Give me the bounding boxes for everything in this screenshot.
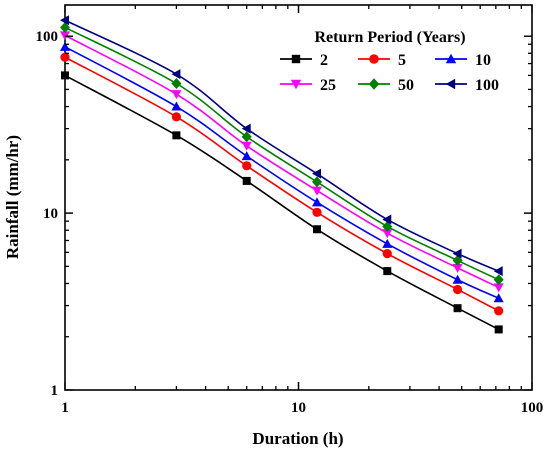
series-markers	[60, 15, 504, 334]
series-line-50	[64, 26, 500, 281]
series-line-5	[64, 56, 500, 312]
data-point-100	[171, 69, 181, 80]
data-point-5	[242, 161, 252, 171]
data-point-100	[382, 214, 392, 225]
y-tick-label: 10	[43, 206, 58, 222]
data-point-2	[242, 176, 251, 185]
data-point-25	[493, 283, 504, 293]
data-point-100	[493, 266, 503, 277]
data-point-25	[452, 263, 463, 273]
legend-label-50: 50	[398, 77, 414, 94]
legend-label-100: 100	[475, 77, 499, 94]
legend-label-5: 5	[398, 52, 406, 69]
data-point-2	[172, 131, 181, 140]
legend-marker-10	[445, 53, 457, 64]
data-point-100	[311, 168, 321, 179]
data-point-50	[382, 220, 393, 232]
series-line-10	[64, 46, 500, 299]
data-point-5	[452, 284, 463, 295]
data-point-2	[494, 325, 503, 334]
series-line-2	[64, 74, 500, 331]
x-tick-label: 100	[521, 400, 544, 416]
legend-marker-5	[369, 54, 379, 64]
data-point-10	[241, 151, 252, 161]
data-point-5	[312, 207, 322, 217]
y-axis-title: Rainfall (mm/hr)	[3, 135, 22, 259]
data-point-2	[383, 267, 392, 276]
data-point-25	[241, 141, 252, 151]
legend-marker-25	[290, 79, 302, 90]
legend-marker-50	[368, 78, 380, 90]
x-axis-title: Duration (h)	[252, 429, 343, 448]
x-tick-label: 1	[61, 400, 69, 416]
data-point-100	[452, 248, 462, 259]
data-point-100	[60, 15, 69, 26]
data-point-50	[493, 274, 504, 286]
data-point-10	[382, 238, 393, 248]
data-point-10	[452, 274, 463, 284]
data-point-5	[494, 306, 504, 316]
data-point-100	[241, 123, 251, 134]
legend-marker-100	[445, 78, 456, 90]
x-tick-label: 10	[291, 400, 306, 416]
data-point-2	[312, 225, 321, 234]
legend-title: Return Period (Years)	[314, 29, 465, 46]
data-point-10	[60, 41, 70, 51]
y-tick-label: 1	[51, 383, 59, 399]
data-point-5	[382, 249, 392, 259]
y-tick-label: 100	[36, 29, 59, 45]
data-point-50	[171, 78, 182, 90]
data-point-2	[453, 304, 462, 313]
legend-label-2: 2	[320, 52, 328, 69]
data-point-10	[311, 197, 322, 207]
data-point-5	[60, 52, 70, 62]
series-line-100	[64, 19, 500, 272]
legend-label-25: 25	[320, 77, 336, 94]
data-point-25	[171, 90, 182, 100]
series-line-25	[64, 34, 500, 289]
series-curves	[64, 19, 500, 331]
data-point-50	[311, 176, 322, 188]
axis-ticks	[64, 5, 533, 391]
data-point-50	[241, 131, 252, 143]
data-point-25	[311, 186, 322, 196]
legend-marker-2	[291, 54, 301, 64]
legend-label-10: 10	[475, 52, 491, 69]
axis-tick-labels: 1 10 100 1 10 100	[36, 29, 544, 416]
data-point-5	[171, 112, 182, 122]
data-point-50	[60, 21, 70, 33]
data-point-10	[493, 293, 504, 303]
data-point-25	[382, 229, 393, 239]
data-point-10	[171, 101, 182, 111]
